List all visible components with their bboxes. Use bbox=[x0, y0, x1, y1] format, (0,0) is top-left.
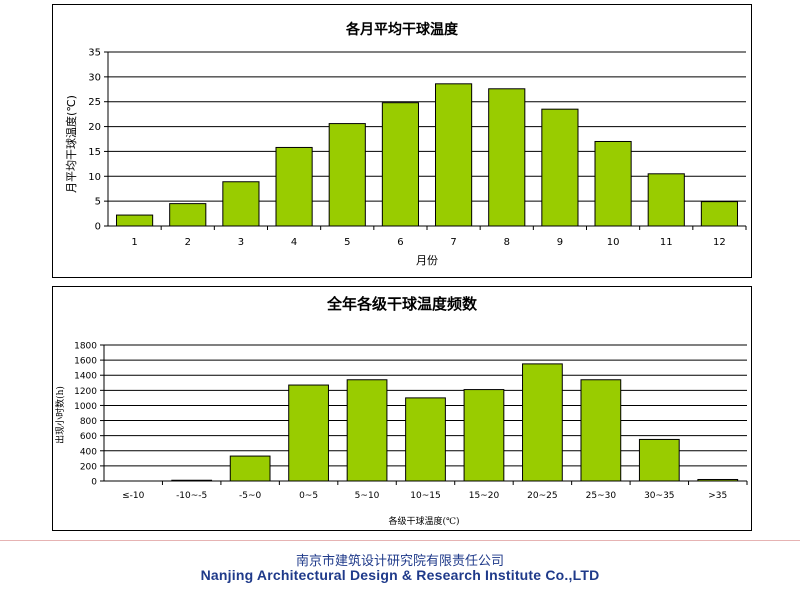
bar-3 bbox=[229, 455, 271, 482]
y-tick-label: 30 bbox=[88, 72, 101, 83]
bar-6 bbox=[381, 102, 419, 227]
bar-2 bbox=[169, 203, 207, 227]
company-name-english: Nanjing Architectural Design & Research … bbox=[200, 567, 600, 583]
company-name-chinese: 南京市建筑设计研究院有限责任公司 bbox=[295, 554, 504, 569]
y-tick-label: 800 bbox=[80, 417, 97, 427]
y-tick-label: 1000 bbox=[74, 402, 97, 412]
x-category-label: ≤-10 bbox=[122, 491, 145, 501]
y-tick-label: 15 bbox=[88, 147, 101, 158]
x-category-label: 5 bbox=[344, 237, 350, 248]
bar-9 bbox=[541, 108, 579, 227]
x-category-label: 15~20 bbox=[469, 491, 500, 501]
y-tick-label: 35 bbox=[88, 48, 101, 59]
bar-8 bbox=[488, 88, 526, 227]
y-axis-label: 出现小时数(h) bbox=[54, 386, 66, 444]
x-category-label: 11 bbox=[660, 237, 673, 248]
x-category-label: 5~10 bbox=[355, 491, 380, 501]
y-tick-label: 25 bbox=[88, 97, 101, 108]
monthly-temperature-chart-panel: 各月平均干球温度 月平均干球温度(℃) 月份 0 5 10 15 20 25 30 35 1 2 3… bbox=[52, 4, 752, 278]
x-category-label: 30~35 bbox=[644, 491, 674, 501]
x-category-label: -10~-5 bbox=[176, 491, 207, 501]
bar-7 bbox=[435, 83, 473, 227]
chart-title: 全年各级干球温度频数 bbox=[326, 295, 478, 313]
y-tick-label: 5 bbox=[95, 197, 101, 208]
bar-11 bbox=[697, 478, 739, 482]
bar-6 bbox=[405, 397, 446, 482]
y-tick-label: 600 bbox=[80, 432, 97, 442]
x-category-label: 3 bbox=[238, 237, 244, 248]
y-tick-label: 400 bbox=[80, 447, 97, 457]
x-category-label: 9 bbox=[557, 237, 563, 248]
y-tick-label: 20 bbox=[88, 122, 101, 133]
bar-11 bbox=[647, 173, 685, 227]
bar-8 bbox=[522, 363, 563, 482]
bar-10 bbox=[594, 140, 632, 227]
y-tick-label: 200 bbox=[80, 462, 97, 472]
y-tick-label: 0 bbox=[95, 222, 101, 233]
x-category-label: 10~15 bbox=[410, 491, 440, 501]
temperature-frequency-chart-panel: 全年各级干球温度频数 出现小时数(h) 各级干球温度(℃) 0 200 400 600… bbox=[52, 286, 752, 531]
bar-5 bbox=[346, 379, 388, 482]
y-tick-label: 10 bbox=[88, 172, 101, 183]
y-axis-label: 月平均干球温度(℃) bbox=[64, 95, 78, 193]
x-category-label: 12 bbox=[713, 237, 726, 248]
bar-9 bbox=[580, 379, 622, 482]
footer-divider bbox=[0, 540, 800, 541]
x-category-label: -5~0 bbox=[239, 491, 262, 501]
bar-1 bbox=[116, 214, 154, 227]
x-category-label: 25~30 bbox=[586, 491, 617, 501]
bar-7 bbox=[463, 389, 505, 482]
x-category-label: >35 bbox=[708, 491, 727, 501]
x-category-label: 20~25 bbox=[527, 491, 557, 501]
bar-4 bbox=[275, 146, 313, 227]
x-axis-label: 各级干球温度(℃) bbox=[388, 515, 459, 527]
x-axis-label: 月份 bbox=[416, 254, 438, 267]
x-category-label: 6 bbox=[397, 237, 403, 248]
y-tick-label: 1200 bbox=[74, 387, 97, 397]
bar-2 bbox=[171, 479, 213, 482]
bar-5 bbox=[328, 123, 366, 227]
y-tick-label: 1800 bbox=[74, 342, 97, 352]
bar-4 bbox=[288, 384, 329, 482]
bar-3 bbox=[222, 181, 260, 227]
y-tick-label: 1400 bbox=[74, 372, 97, 382]
x-category-label: 2 bbox=[185, 237, 191, 248]
x-category-label: 10 bbox=[607, 237, 620, 248]
y-tick-label: 1600 bbox=[74, 357, 97, 367]
x-category-label: 7 bbox=[450, 237, 456, 248]
x-category-label: 0~5 bbox=[299, 491, 318, 501]
x-category-label: 4 bbox=[291, 237, 297, 248]
x-category-label: 1 bbox=[131, 237, 137, 248]
chart-title: 各月平均干球温度 bbox=[345, 21, 459, 38]
x-category-label: 8 bbox=[504, 237, 510, 248]
plot-area: 0 200 400 600 800 1000 1200 1400 1600 1800 ≤-10 -10… bbox=[74, 342, 748, 501]
bar-12 bbox=[700, 201, 738, 227]
temperature-frequency-chart: 全年各级干球温度频数 出现小时数(h) 各级干球温度(℃) 0 200 400 600… bbox=[54, 295, 748, 527]
y-tick-label: 0 bbox=[91, 478, 97, 488]
bar-10 bbox=[638, 438, 680, 482]
